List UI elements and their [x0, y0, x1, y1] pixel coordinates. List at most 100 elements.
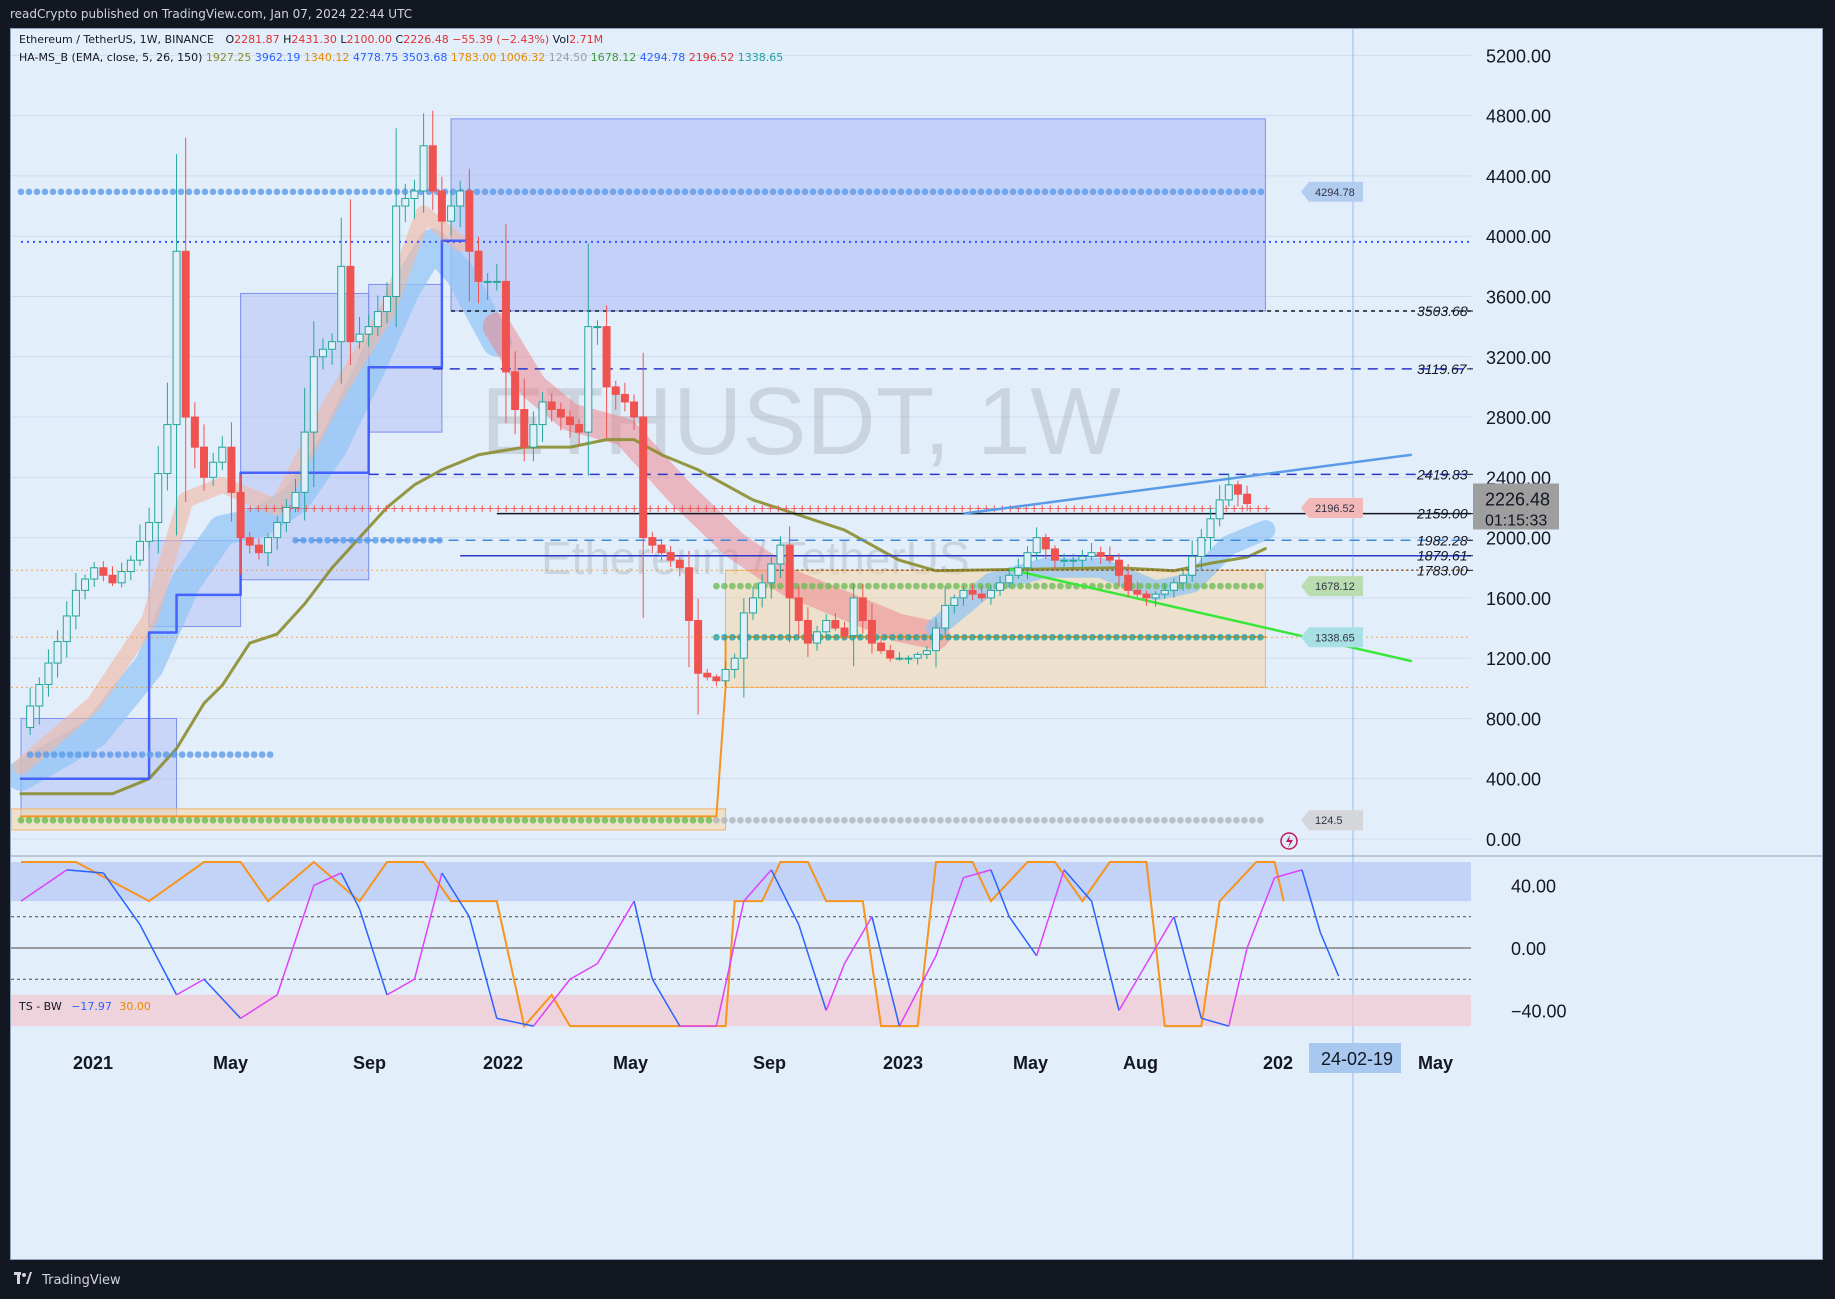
volume-label: Vol — [552, 33, 570, 46]
chart-pane[interactable]: ETHUSDT, 1W Ethereum / TetherUS + + + + + + + + + +… — [10, 28, 1823, 1260]
level-dot — [745, 188, 753, 196]
level-dot — [881, 188, 889, 196]
level-dot — [1201, 188, 1209, 196]
osc-signal-line — [441, 872, 470, 918]
level-dot — [1025, 816, 1032, 824]
level-dot — [401, 816, 409, 824]
candle-body — [300, 431, 309, 493]
level-cross: + — [766, 502, 775, 515]
level-dot — [1193, 816, 1200, 824]
level-dot — [305, 188, 313, 196]
candle-body — [190, 416, 199, 448]
level-dot — [1217, 582, 1224, 590]
level-dot — [545, 816, 553, 824]
candle-body — [694, 619, 703, 674]
level-cross: + — [1078, 502, 1087, 515]
value-tag — [1301, 181, 1363, 202]
level-cross: + — [1022, 502, 1031, 515]
price-axis-label: 1200.00 — [1486, 649, 1551, 669]
level-dot — [561, 816, 569, 824]
candle-body — [373, 311, 382, 328]
level-dot — [1073, 816, 1080, 824]
level-dot — [1089, 816, 1096, 824]
level-dot — [1177, 188, 1185, 196]
level-dot — [617, 188, 625, 196]
candle-body — [1243, 493, 1252, 505]
level-dot — [777, 816, 784, 824]
level-dot — [673, 188, 681, 196]
candle-body — [813, 631, 822, 644]
level-dot — [801, 582, 808, 590]
level-dot — [1145, 633, 1152, 641]
level-dot — [809, 816, 816, 824]
published-header: readCrypto published on TradingView.com,… — [10, 7, 413, 21]
level-cross: + — [406, 502, 415, 515]
level-dot — [162, 751, 170, 758]
level-cross: + — [526, 502, 535, 515]
time-axis-label: May — [1013, 1053, 1048, 1073]
candle-body — [318, 348, 327, 358]
candle-body — [758, 582, 767, 599]
indicator-value: 4778.75 — [349, 51, 399, 64]
level-cross: + — [494, 502, 503, 515]
candle-body — [785, 544, 794, 599]
level-dot — [146, 751, 154, 758]
level-dot — [1201, 633, 1208, 641]
level-dot — [633, 816, 641, 824]
indicator-legend[interactable]: HA-MS_B (EMA, close, 5, 26, 150) 1927.25… — [19, 51, 783, 64]
oscillator-legend[interactable]: TS - BW −17.97 30.00 — [19, 1000, 151, 1013]
osc-signal-line — [843, 916, 873, 965]
level-dot — [154, 751, 162, 758]
level-dot — [1137, 816, 1144, 824]
level-dot — [1097, 816, 1104, 824]
level-dot — [1121, 188, 1129, 196]
level-cross: + — [246, 502, 255, 515]
level-dot — [105, 188, 113, 196]
level-dot — [1017, 188, 1025, 196]
indicator-value: 2196.52 — [685, 51, 735, 64]
candle-body — [53, 641, 62, 664]
level-dot — [1057, 188, 1065, 196]
candle-body — [200, 446, 208, 478]
level-label: 2159.00 — [1416, 506, 1468, 522]
level-dot — [873, 816, 880, 824]
candle-body — [355, 333, 364, 343]
osc-signal-line — [1228, 947, 1248, 1027]
level-cross: + — [614, 502, 623, 515]
symbol-legend[interactable]: Ethereum / TetherUS, 1W, BINANCE O2281.8… — [19, 33, 603, 46]
level-dot — [372, 537, 379, 544]
price-axis-label: 2800.00 — [1486, 408, 1551, 428]
level-cross: + — [374, 502, 383, 515]
level-dot — [801, 816, 808, 824]
candle-body — [749, 597, 757, 614]
level-dot — [1073, 188, 1081, 196]
level-dot — [681, 188, 689, 196]
price-axis-label: 3600.00 — [1486, 287, 1551, 307]
level-dot — [913, 188, 921, 196]
candle-body — [712, 676, 721, 682]
level-dot — [857, 188, 865, 196]
level-cross: + — [910, 502, 919, 515]
candle-body — [447, 205, 456, 222]
indicator-value: 1338.65 — [734, 51, 784, 64]
level-cross: + — [598, 502, 607, 515]
ema-ribbon — [13, 205, 469, 775]
time-axis-label: May — [213, 1053, 248, 1073]
level-dot — [1017, 816, 1024, 824]
level-label: 2419.83 — [1416, 466, 1468, 482]
candle-body — [1050, 548, 1059, 561]
level-dot — [1129, 188, 1137, 196]
level-dot — [250, 751, 258, 758]
level-dot — [441, 816, 449, 824]
level-dot — [1033, 582, 1040, 590]
level-dot — [761, 188, 769, 196]
candle-body — [1160, 589, 1169, 595]
level-dot — [689, 816, 697, 824]
level-dot — [1177, 816, 1184, 824]
candle-body — [126, 559, 135, 573]
level-cross: + — [758, 502, 767, 515]
level-dot — [721, 188, 729, 196]
candle-body — [1023, 552, 1032, 569]
level-dot — [57, 816, 65, 824]
